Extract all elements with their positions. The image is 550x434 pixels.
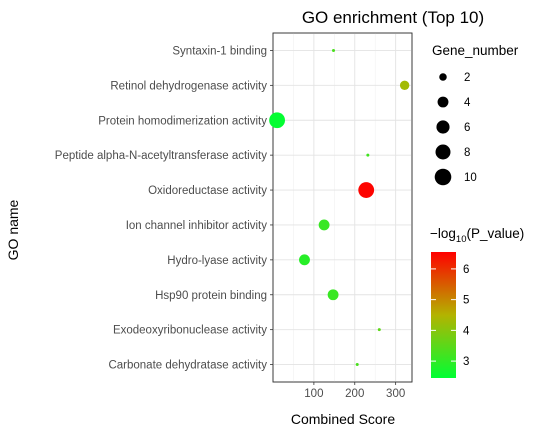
size-legend-title: Gene_number	[432, 43, 519, 58]
color-legend-label: 4	[463, 325, 470, 337]
color-legend-title: −log10(P_value)	[430, 226, 524, 245]
color-legend-label: 5	[463, 295, 469, 307]
color-legend-label: 6	[463, 264, 469, 276]
data-point	[332, 48, 336, 52]
panel-frame	[272, 32, 413, 383]
chart-title: GO enrichment (Top 10)	[302, 8, 484, 27]
data-point	[366, 153, 370, 157]
y-category-labels: Syntaxin-1 binding Retinol dehydrogenase …	[55, 45, 273, 372]
x-tick-label: 300	[386, 388, 405, 400]
size-legend-key	[435, 144, 451, 160]
y-tick-label: Protein homodimerization activity	[98, 115, 267, 127]
color-legend-title-prefix: −log	[430, 226, 456, 241]
size-legend-key	[437, 96, 449, 108]
y-tick-label: Retinol dehydrogenase activity	[110, 80, 267, 92]
data-point	[299, 254, 310, 266]
y-tick-label: Syntaxin-1 binding	[172, 45, 267, 57]
x-axis-label: Combined Score	[291, 411, 395, 427]
color-legend-label: 3	[463, 356, 469, 368]
data-point	[269, 112, 285, 129]
y-axis-label: GO name	[5, 199, 21, 260]
size-legend-label: 6	[464, 122, 470, 134]
size-legend-label: 8	[464, 147, 470, 159]
size-legend-label: 2	[464, 72, 470, 84]
size-legend-label: 10	[464, 172, 477, 184]
data-point	[355, 363, 359, 367]
y-tick-label: Hsp90 protein binding	[155, 290, 267, 302]
y-tick-label: Carbonate dehydratase activity	[108, 360, 267, 372]
data-points	[269, 48, 410, 367]
color-legend: −log10(P_value) 3 4 5 6	[430, 226, 524, 378]
y-tick-label: Oxidoreductase activity	[148, 185, 267, 197]
x-tick-label: 100	[304, 388, 323, 400]
size-legend-label: 4	[464, 97, 471, 109]
size-legend-key	[439, 73, 447, 81]
size-legend-key	[436, 120, 450, 134]
y-tick-label: Peptide alpha-N-acetyltransferase activi…	[55, 150, 267, 162]
color-legend-bar	[431, 252, 456, 378]
size-legend-key	[434, 168, 452, 186]
y-tick-label: Hydro-lyase activity	[167, 255, 267, 267]
data-point	[318, 219, 330, 231]
size-legend: Gene_number 2 4 6 8 10	[432, 43, 519, 186]
y-tick-label: Exodeoxyribonuclease activity	[113, 325, 267, 337]
x-tick-labels: 100 200 300	[304, 382, 405, 400]
data-point	[327, 289, 339, 301]
data-point	[377, 328, 381, 332]
data-point	[399, 80, 410, 91]
x-tick-label: 200	[345, 388, 364, 400]
y-tick-label: Ion channel inhibitor activity	[126, 220, 268, 232]
data-point	[358, 182, 375, 198]
color-legend-title-suffix: (P_value)	[466, 226, 524, 241]
plot-panel	[272, 32, 413, 383]
color-legend-title-subscript: 10	[456, 234, 467, 245]
panel-border	[272, 32, 413, 383]
